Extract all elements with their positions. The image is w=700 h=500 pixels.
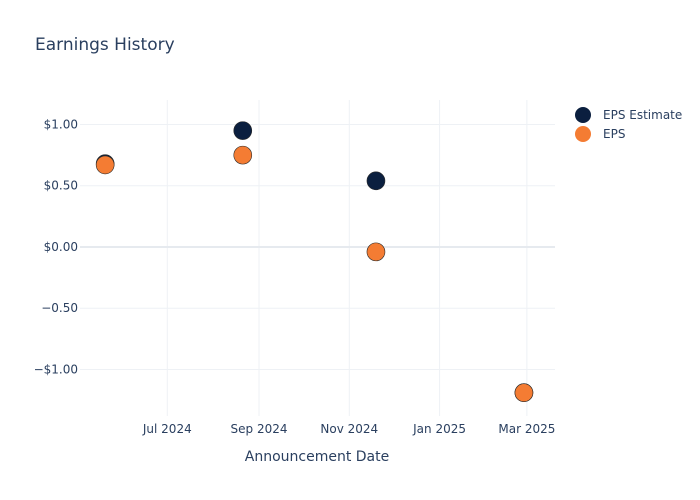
data-points: [95, 121, 534, 403]
y-tick-label: −0.50: [41, 301, 78, 315]
y-tick-label: $0.50: [44, 179, 78, 193]
legend[interactable]: EPS Estimate EPS: [575, 107, 682, 142]
x-tick-label: Sep 2024: [231, 422, 288, 436]
eps-estimate-point[interactable]: [233, 121, 253, 140]
x-axis-ticks: Jul 2024 Sep 2024 Nov 2024 Jan 2025 Mar 2025: [142, 422, 556, 436]
x-gridlines: [166, 100, 528, 416]
legend-marker: [575, 126, 591, 142]
x-tick-label: Mar 2025: [498, 422, 555, 436]
chart-title: Earnings History: [35, 35, 175, 55]
x-axis-title: Announcement Date: [245, 449, 389, 465]
legend-marker: [575, 107, 591, 123]
eps-point[interactable]: [95, 155, 115, 175]
y-tick-label: $0.00: [44, 240, 78, 254]
x-tick-label: Jul 2024: [142, 422, 192, 436]
y-axis-ticks: $1.00 $0.50 $0.00 −0.50 −$1.00: [34, 117, 78, 376]
legend-label: EPS Estimate: [603, 108, 682, 122]
eps-point[interactable]: [366, 242, 386, 262]
x-tick-label: Nov 2024: [320, 422, 378, 436]
y-gridlines: [80, 123, 555, 370]
eps-point[interactable]: [233, 145, 253, 165]
y-tick-label: −$1.00: [34, 362, 78, 376]
legend-label: EPS: [603, 127, 625, 141]
eps-point[interactable]: [514, 383, 534, 403]
eps-estimate-point[interactable]: [366, 171, 386, 191]
x-tick-label: Jan 2025: [412, 422, 466, 436]
y-tick-label: $1.00: [44, 117, 78, 131]
legend-item-eps-estimate[interactable]: EPS Estimate: [575, 107, 682, 123]
legend-item-eps[interactable]: EPS: [575, 126, 625, 142]
